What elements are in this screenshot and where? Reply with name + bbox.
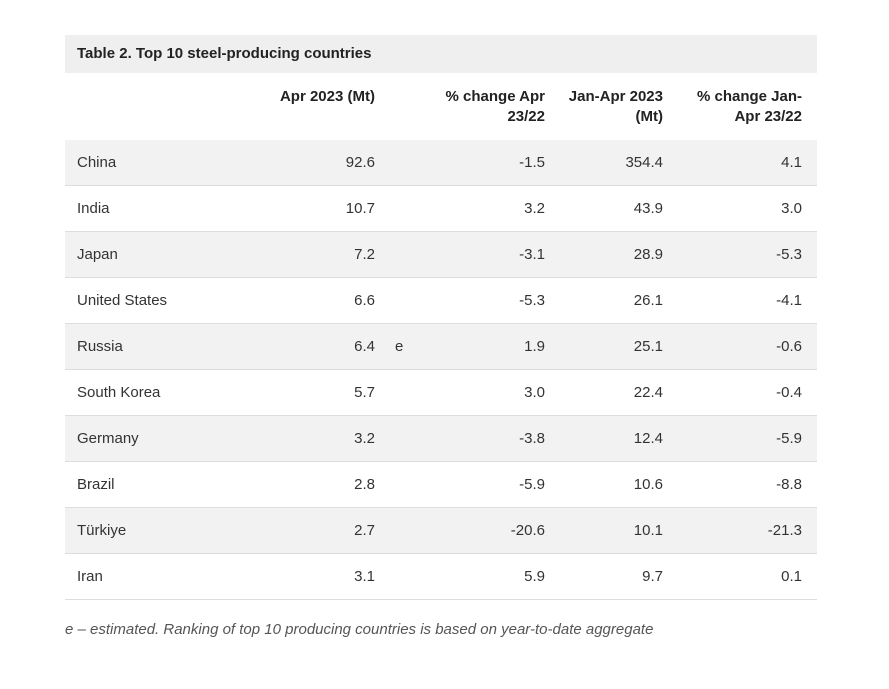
chg-jan-apr-cell: -4.1 bbox=[663, 277, 817, 324]
jan-apr-cell: 28.9 bbox=[545, 231, 663, 278]
apr-value-cell: 3.2 bbox=[265, 415, 375, 462]
column-header-apr-2023: Apr 2023 (Mt) bbox=[265, 73, 375, 140]
estimate-marker-cell bbox=[375, 231, 420, 278]
column-header-pct-change-apr: % change Apr 23/22 bbox=[420, 73, 545, 140]
header-row: Apr 2023 (Mt) % change Apr 23/22 Jan-Apr… bbox=[65, 73, 817, 140]
estimate-marker-cell bbox=[375, 185, 420, 232]
jan-apr-cell: 9.7 bbox=[545, 553, 663, 600]
jan-apr-cell: 354.4 bbox=[545, 140, 663, 186]
country-cell: Germany bbox=[65, 415, 265, 462]
apr-value-cell: 3.1 bbox=[265, 553, 375, 600]
table-row-russia: Russia 6.4 e 1.9 25.1 -0.6 bbox=[65, 323, 817, 370]
chg-apr-cell: -5.3 bbox=[420, 277, 545, 324]
jan-apr-cell: 12.4 bbox=[545, 415, 663, 462]
chg-apr-cell: 3.2 bbox=[420, 185, 545, 232]
column-header-pct-change-jan-apr: % change Jan- Apr 23/22 bbox=[663, 73, 817, 140]
chg-jan-apr-cell: 4.1 bbox=[663, 140, 817, 186]
country-cell: Russia bbox=[65, 323, 265, 370]
chg-apr-cell: -5.9 bbox=[420, 461, 545, 508]
table-row-turkiye: Türkiye 2.7 -20.6 10.1 -21.3 bbox=[65, 507, 817, 554]
table-body: China 92.6 -1.5 354.4 4.1 India 10.7 3.2… bbox=[65, 140, 817, 600]
table-row-china: China 92.6 -1.5 354.4 4.1 bbox=[65, 140, 817, 186]
chg-apr-cell: -20.6 bbox=[420, 507, 545, 554]
country-cell: Brazil bbox=[65, 461, 265, 508]
chg-jan-apr-cell: -5.3 bbox=[663, 231, 817, 278]
country-cell: Türkiye bbox=[65, 507, 265, 554]
apr-value-cell: 7.2 bbox=[265, 231, 375, 278]
chg-jan-apr-cell: -5.9 bbox=[663, 415, 817, 462]
chg-apr-cell: 1.9 bbox=[420, 323, 545, 370]
country-cell: South Korea bbox=[65, 369, 265, 416]
estimate-marker-cell bbox=[375, 140, 420, 186]
apr-value-cell: 2.8 bbox=[265, 461, 375, 508]
chg-jan-apr-cell: -21.3 bbox=[663, 507, 817, 554]
table-row-germany: Germany 3.2 -3.8 12.4 -5.9 bbox=[65, 415, 817, 462]
estimate-marker-cell bbox=[375, 415, 420, 462]
table-footnote: e – estimated. Ranking of top 10 produci… bbox=[65, 621, 654, 638]
apr-value-cell: 6.6 bbox=[265, 277, 375, 324]
estimate-marker-cell: e bbox=[375, 323, 420, 370]
chg-apr-cell: -3.8 bbox=[420, 415, 545, 462]
estimate-marker-cell bbox=[375, 277, 420, 324]
country-cell: India bbox=[65, 185, 265, 232]
table-header: Apr 2023 (Mt) % change Apr 23/22 Jan-Apr… bbox=[65, 73, 817, 140]
chg-jan-apr-cell: -8.8 bbox=[663, 461, 817, 508]
estimate-marker-cell bbox=[375, 553, 420, 600]
country-cell: Japan bbox=[65, 231, 265, 278]
chg-apr-cell: -1.5 bbox=[420, 140, 545, 186]
chg-jan-apr-cell: 3.0 bbox=[663, 185, 817, 232]
estimate-marker-cell bbox=[375, 507, 420, 554]
apr-value-cell: 92.6 bbox=[265, 140, 375, 186]
jan-apr-cell: 10.1 bbox=[545, 507, 663, 554]
chg-jan-apr-cell: 0.1 bbox=[663, 553, 817, 600]
chg-jan-apr-cell: -0.6 bbox=[663, 323, 817, 370]
table-row-iran: Iran 3.1 5.9 9.7 0.1 bbox=[65, 553, 817, 600]
column-header-note bbox=[375, 73, 420, 140]
jan-apr-cell: 26.1 bbox=[545, 277, 663, 324]
column-header-country bbox=[65, 73, 265, 140]
country-cell: United States bbox=[65, 277, 265, 324]
column-header-jan-apr-2023: Jan-Apr 2023 (Mt) bbox=[545, 73, 663, 140]
steel-table-card: Table 2. Top 10 steel-producing countrie… bbox=[65, 35, 817, 639]
apr-value-cell: 10.7 bbox=[265, 185, 375, 232]
table-row-united-states: United States 6.6 -5.3 26.1 -4.1 bbox=[65, 277, 817, 324]
jan-apr-cell: 25.1 bbox=[545, 323, 663, 370]
chg-apr-cell: -3.1 bbox=[420, 231, 545, 278]
chg-jan-apr-cell: -0.4 bbox=[663, 369, 817, 416]
country-cell: China bbox=[65, 140, 265, 186]
jan-apr-cell: 10.6 bbox=[545, 461, 663, 508]
chg-apr-cell: 5.9 bbox=[420, 553, 545, 600]
country-cell: Iran bbox=[65, 553, 265, 600]
steel-production-table: Apr 2023 (Mt) % change Apr 23/22 Jan-Apr… bbox=[65, 73, 817, 600]
apr-value-cell: 6.4 bbox=[265, 323, 375, 370]
apr-value-cell: 2.7 bbox=[265, 507, 375, 554]
table-title: Table 2. Top 10 steel-producing countrie… bbox=[65, 35, 817, 73]
chg-apr-cell: 3.0 bbox=[420, 369, 545, 416]
estimate-marker-cell bbox=[375, 369, 420, 416]
jan-apr-cell: 22.4 bbox=[545, 369, 663, 416]
table-row-japan: Japan 7.2 -3.1 28.9 -5.3 bbox=[65, 231, 817, 278]
apr-value-cell: 5.7 bbox=[265, 369, 375, 416]
estimate-marker-cell bbox=[375, 461, 420, 508]
table-row-south-korea: South Korea 5.7 3.0 22.4 -0.4 bbox=[65, 369, 817, 416]
table-row-brazil: Brazil 2.8 -5.9 10.6 -8.8 bbox=[65, 461, 817, 508]
table-row-india: India 10.7 3.2 43.9 3.0 bbox=[65, 185, 817, 232]
jan-apr-cell: 43.9 bbox=[545, 185, 663, 232]
